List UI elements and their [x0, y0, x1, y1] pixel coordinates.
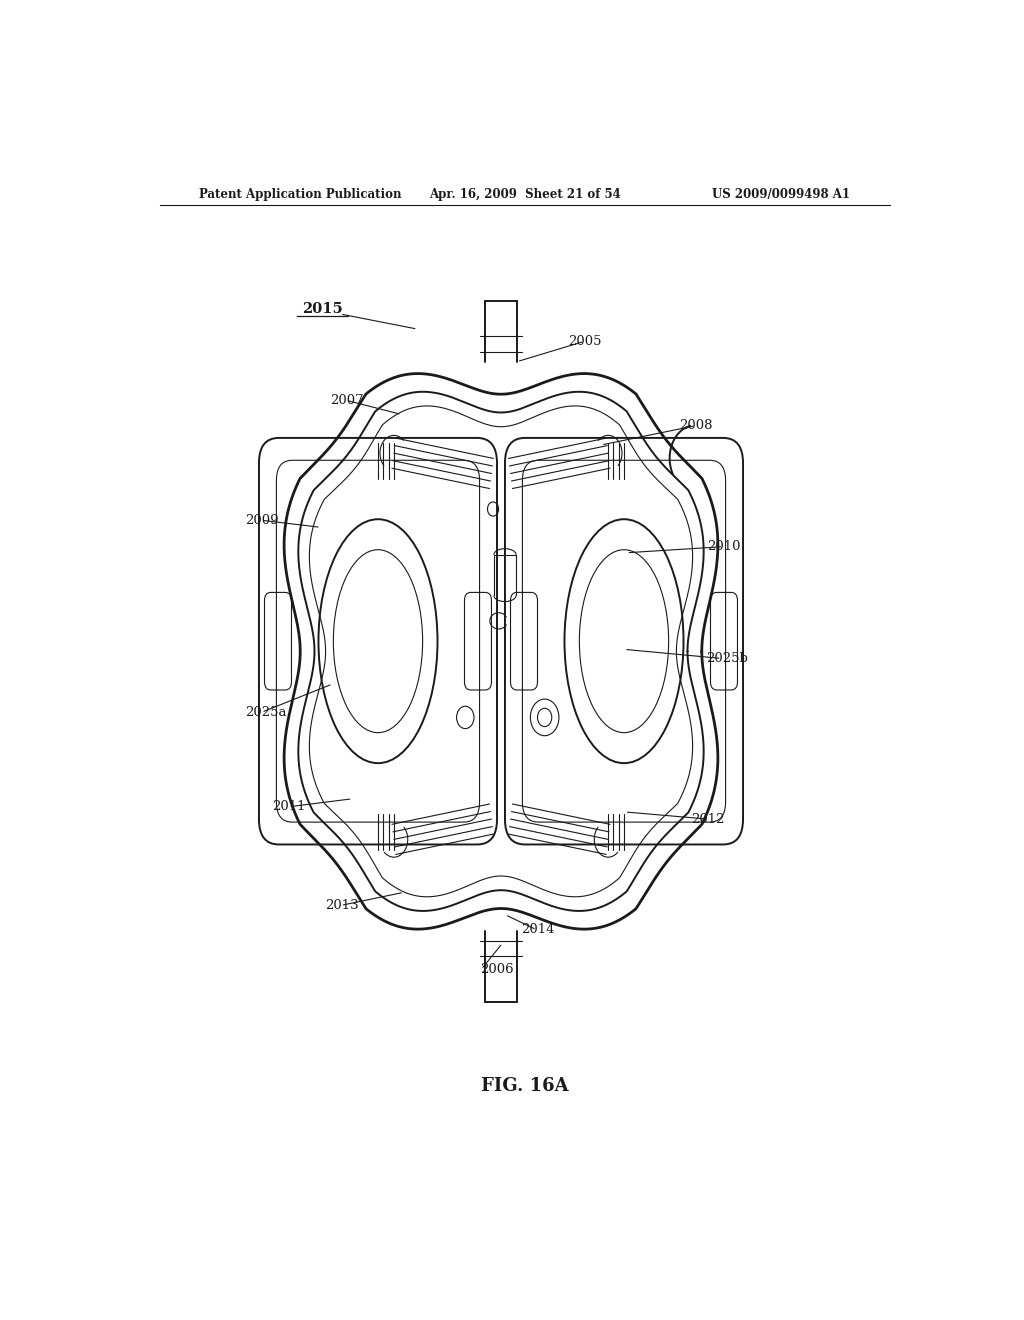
Text: Apr. 16, 2009  Sheet 21 of 54: Apr. 16, 2009 Sheet 21 of 54 — [429, 189, 621, 202]
Text: US 2009/0099498 A1: US 2009/0099498 A1 — [712, 189, 850, 202]
Text: 2005: 2005 — [568, 335, 602, 348]
Text: 2007: 2007 — [331, 393, 364, 407]
Text: 2014: 2014 — [521, 924, 554, 936]
Text: Patent Application Publication: Patent Application Publication — [200, 189, 402, 202]
Text: 2012: 2012 — [691, 813, 725, 825]
Text: 2015: 2015 — [302, 302, 343, 315]
Text: 2010: 2010 — [708, 540, 740, 553]
Text: FIG. 16A: FIG. 16A — [481, 1077, 568, 1096]
Text: 2009: 2009 — [246, 513, 280, 527]
Text: 2011: 2011 — [272, 800, 306, 813]
Text: 2008: 2008 — [680, 420, 713, 432]
Text: 2025a: 2025a — [246, 706, 287, 719]
Text: 2025b: 2025b — [706, 652, 748, 665]
Text: 2013: 2013 — [325, 899, 358, 912]
Text: 2006: 2006 — [480, 964, 514, 975]
